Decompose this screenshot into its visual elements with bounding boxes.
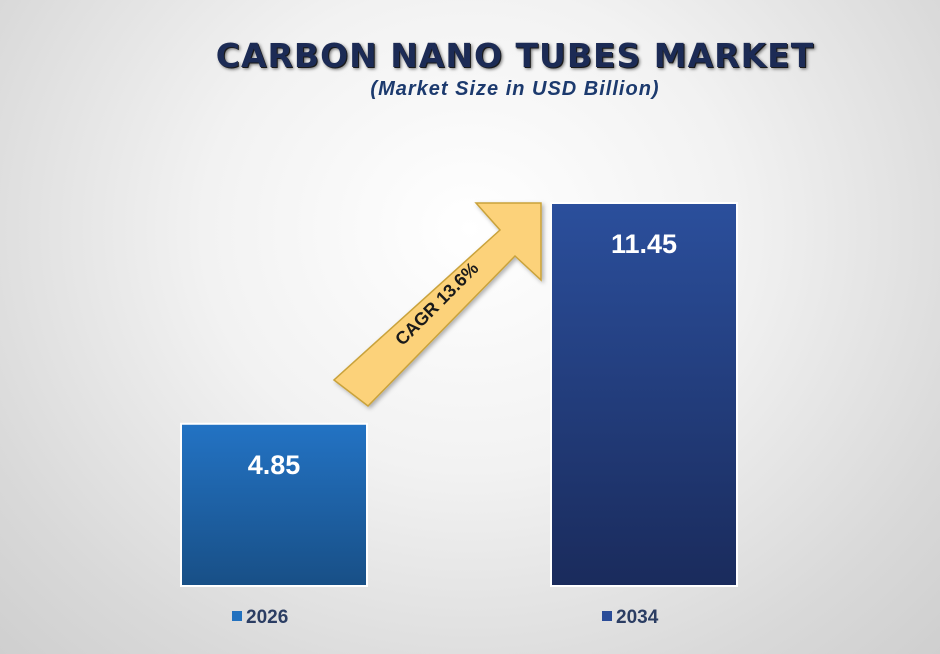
legend-swatch-2034 — [602, 611, 612, 621]
data-label-2026: 4.85 — [248, 450, 301, 480]
bar-2026 — [180, 422, 368, 587]
bars-layer — [180, 202, 738, 587]
legend: 2026 2034 — [232, 607, 659, 628]
chart-title: CARBON NANO TUBES MARKET — [215, 36, 815, 75]
chart-subtitle: (Market Size in USD Billion) — [370, 78, 660, 100]
bar-2034 — [550, 202, 738, 587]
cagr-arrow: CAGR 13.6% — [332, 202, 542, 407]
legend-label-2034: 2034 — [616, 607, 659, 628]
legend-swatch-2026 — [232, 611, 242, 621]
labels-layer: 4.85 11.45 — [248, 229, 677, 480]
data-label-2034: 11.45 — [611, 229, 677, 259]
legend-label-2026: 2026 — [246, 607, 288, 628]
